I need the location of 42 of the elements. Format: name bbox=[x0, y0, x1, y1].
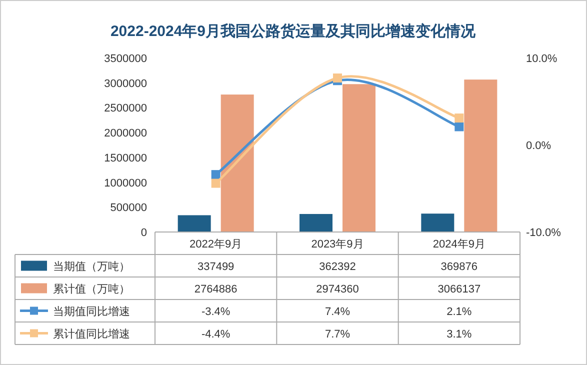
point bbox=[454, 114, 464, 123]
point bbox=[454, 122, 464, 132]
bar bbox=[220, 94, 254, 232]
data-label: 2974360 bbox=[316, 283, 359, 296]
bar bbox=[464, 80, 498, 232]
legend-label: 当期值同比增速 bbox=[53, 304, 130, 318]
legend-label: 累计值（万吨） bbox=[53, 282, 130, 296]
data-label: 7.4% bbox=[324, 306, 350, 318]
data-label: 362392 bbox=[319, 260, 356, 273]
y2-tick-label: -10.0% bbox=[526, 227, 562, 239]
point bbox=[333, 74, 342, 83]
legend-label: 当期值（万吨） bbox=[53, 260, 130, 273]
y-tick-label: 500000 bbox=[110, 202, 147, 214]
y-tick-label: 1000000 bbox=[104, 177, 147, 190]
y-tick-label: 3500000 bbox=[104, 53, 147, 65]
legend-label: 累计值同比增速 bbox=[53, 327, 130, 340]
data-label: 2.1% bbox=[446, 306, 472, 318]
data-label: 369876 bbox=[440, 260, 478, 273]
y-tick-label: 2500000 bbox=[104, 102, 147, 115]
x-tick-label: 2023年9月 bbox=[311, 238, 364, 250]
y-tick-label: 3000000 bbox=[104, 78, 147, 90]
y-tick-label: 1500000 bbox=[104, 152, 147, 164]
data-label: -3.4% bbox=[201, 306, 230, 318]
data-label: -4.4% bbox=[201, 328, 230, 340]
data-label: 337499 bbox=[197, 260, 234, 273]
y-tick-label: 0 bbox=[140, 227, 147, 239]
x-tick-label: 2024年9月 bbox=[432, 238, 486, 250]
x-tick-label: 2022年9月 bbox=[190, 238, 242, 250]
bar bbox=[421, 214, 454, 232]
y2-tick-label: 0.0% bbox=[526, 140, 552, 152]
y2-tick-label: 10.0% bbox=[526, 53, 558, 65]
bar bbox=[300, 214, 332, 232]
chart-title: 2022-2024年9月我国公路货运量及其同比增速变化情况 bbox=[110, 22, 477, 40]
point bbox=[211, 170, 220, 180]
bar bbox=[342, 84, 376, 232]
data-label: 3.1% bbox=[446, 328, 472, 340]
data-label: 2764886 bbox=[194, 283, 238, 296]
y-tick-label: 2000000 bbox=[104, 128, 147, 140]
bar bbox=[178, 215, 211, 232]
data-label: 7.7% bbox=[324, 328, 350, 340]
data-label: 3066137 bbox=[438, 283, 481, 296]
point bbox=[211, 178, 220, 188]
